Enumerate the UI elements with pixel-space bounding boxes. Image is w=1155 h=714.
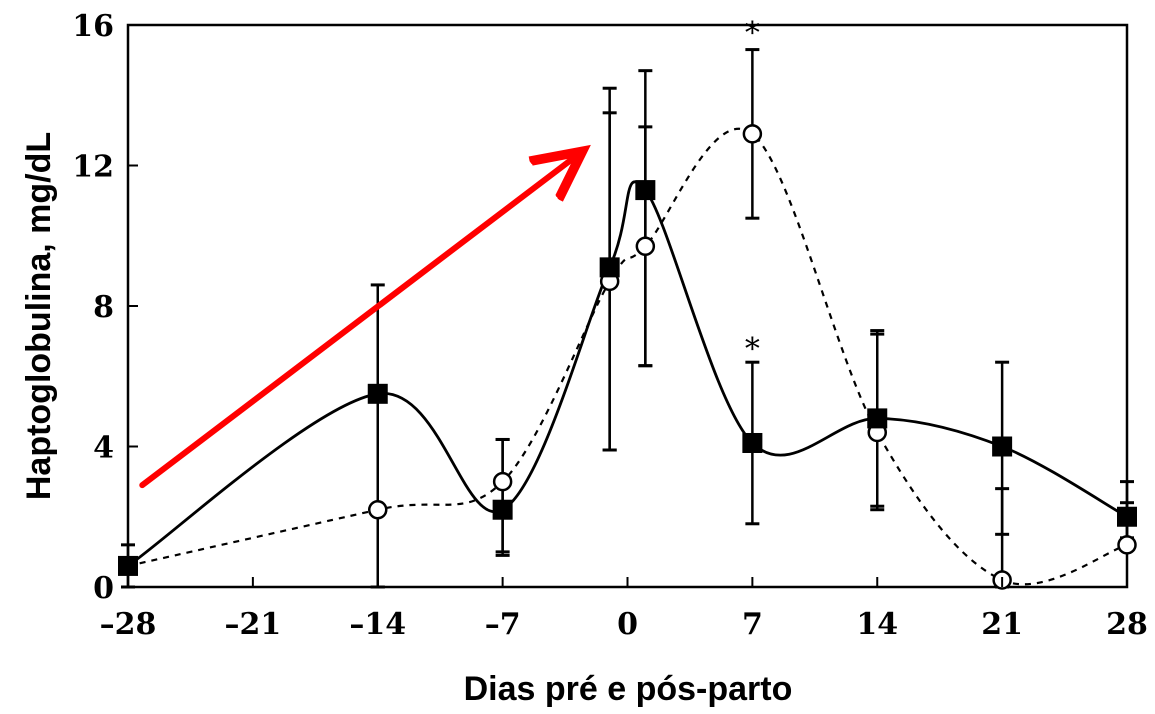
x-tick-label: 14 [856,607,898,642]
y-tick-label: 0 [93,571,114,606]
data-point-square [867,408,888,429]
data-point-circle [1117,535,1137,555]
data-point-circle [742,124,763,144]
significance-star: * [745,16,760,51]
data-point-square [635,180,656,201]
x-tick-label: –14 [349,607,406,642]
data-point-circle [368,499,388,520]
data-point-square [118,555,138,576]
x-tick-label: 21 [981,607,1023,642]
x-tick-label: 28 [1106,607,1148,642]
data-point-circle [492,471,513,492]
data-point-square [992,436,1013,457]
x-tick-label: 7 [742,607,763,642]
y-tick-label: 12 [72,150,114,185]
data-point-square [492,499,513,520]
data-point-square [1117,506,1137,527]
series-filled-square-line [127,180,1128,568]
data-point-circle [635,236,656,257]
y-axis-label: Haptoglobulina, mg/dL [20,132,58,500]
x-tick-label: –28 [100,607,157,642]
error-bar [495,437,510,554]
y-tick-label: 8 [93,290,114,325]
data-point-square [599,257,620,278]
data-point-square [367,383,388,404]
significance-star: * [745,332,760,367]
x-axis-label: Dias pré e pós-parto [464,670,793,708]
error-bar [638,69,653,368]
y-tick-label: 4 [93,431,114,466]
plot-frame [126,23,1129,589]
x-tick-label: –21 [225,607,282,642]
red-trend-arrow [139,155,577,489]
series-open-circle-line [127,127,1128,586]
data-point-square [742,432,763,453]
x-tick-label: 0 [617,607,638,642]
y-tick-label: 16 [72,9,114,44]
x-tick-label: –7 [485,607,521,642]
error-bar [370,283,385,589]
